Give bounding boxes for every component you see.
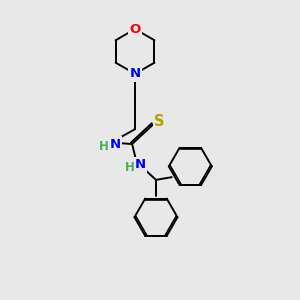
Text: O: O bbox=[129, 22, 141, 36]
Text: H: H bbox=[125, 161, 135, 174]
Text: H: H bbox=[99, 140, 109, 153]
Text: N: N bbox=[135, 158, 146, 171]
Text: S: S bbox=[154, 113, 165, 128]
Text: N: N bbox=[110, 137, 121, 151]
Text: N: N bbox=[130, 68, 141, 80]
